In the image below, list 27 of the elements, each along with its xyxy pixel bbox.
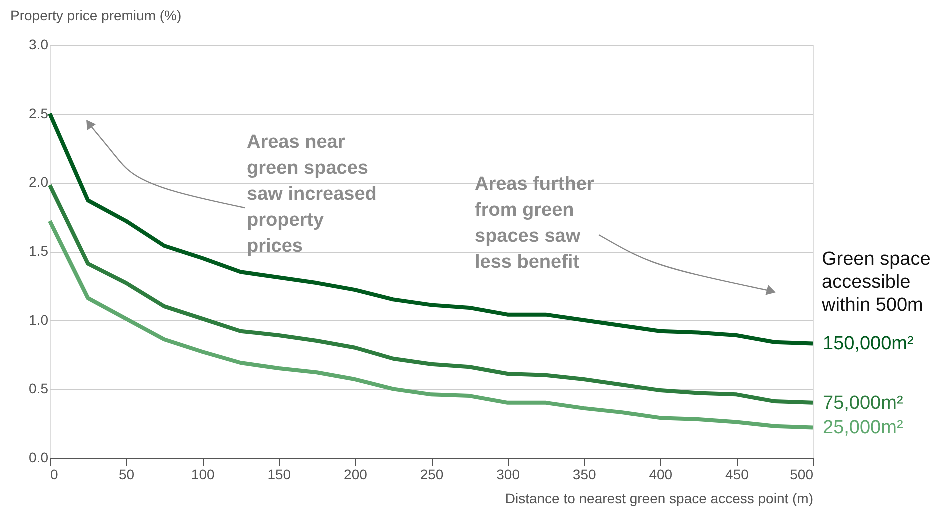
x-tick-label: 150 (268, 466, 292, 482)
x-tick-label: 500 (790, 466, 814, 482)
annotation: Areas further from green spaces saw less benefit (475, 174, 595, 273)
x-tick-label: 350 (572, 466, 596, 482)
y-tick-label: 2.5 (29, 105, 49, 122)
y-tick-label: 1.5 (29, 243, 49, 259)
x-tick-label: 250 (420, 466, 444, 482)
series-label: 25,000m² (823, 418, 904, 439)
y-tick-label: 2.0 (29, 174, 49, 190)
x-tick-label: 400 (649, 466, 673, 482)
legend-title: Green space accessible within 500m (821, 249, 931, 316)
annotation: Areas near green spaces saw increased property prices (247, 132, 377, 257)
series-label: 150,000m² (823, 334, 914, 355)
x-tick-label: 50 (119, 466, 135, 482)
y-axis-title: Property price premium (%) (10, 8, 182, 24)
x-tick-label: 0 (50, 466, 58, 482)
y-tick-label: 3.0 (29, 36, 49, 52)
x-tick-label: 300 (496, 466, 520, 482)
x-tick-label: 200 (344, 466, 368, 482)
x-tick-label: 450 (726, 466, 750, 482)
y-tick-label: 0.5 (29, 380, 49, 397)
x-tick-label: 100 (191, 466, 215, 482)
y-tick-label: 1.0 (29, 312, 49, 328)
y-tick-label: 0.0 (29, 450, 49, 466)
series-label: 75,000m² (823, 392, 904, 414)
x-axis-title: Distance to nearest green space access point (m) (505, 490, 814, 506)
line-series (48, 112, 815, 346)
